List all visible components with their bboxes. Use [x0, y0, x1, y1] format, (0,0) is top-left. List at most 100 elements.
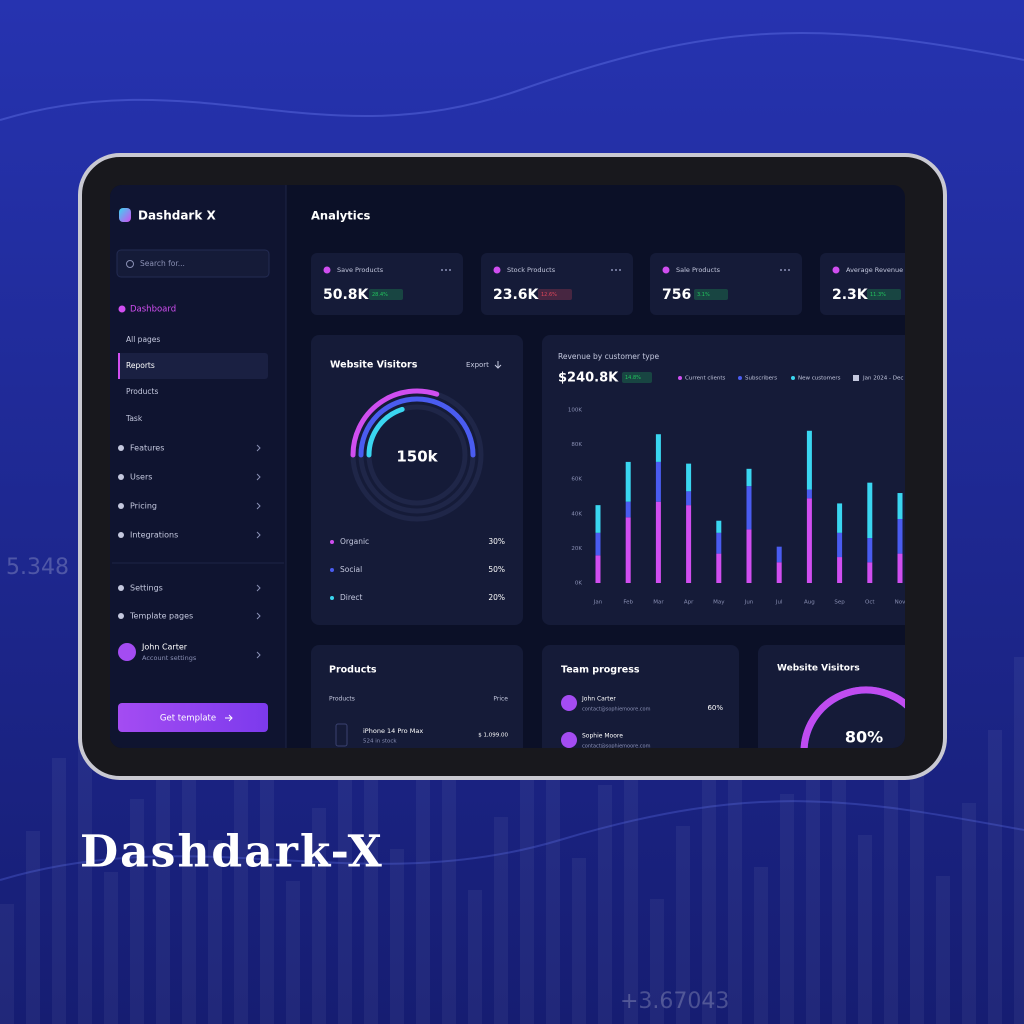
bg-bar — [884, 762, 898, 1024]
bg-bar — [936, 876, 950, 1024]
avatar — [561, 732, 577, 748]
nav-icon — [118, 532, 124, 538]
card — [758, 645, 905, 748]
search-icon — [126, 260, 134, 268]
card-title: Website Visitors — [330, 360, 418, 371]
bg-bar — [52, 758, 66, 1024]
bg-bar — [234, 767, 248, 1024]
bar-segment — [867, 562, 873, 583]
chevron — [256, 651, 261, 659]
stat-icon — [323, 266, 331, 274]
bg-bar — [806, 721, 820, 1024]
legend-dot — [330, 596, 334, 600]
legend-dot — [678, 376, 682, 380]
x-tick-label: Sep — [834, 600, 845, 606]
card-title: Products — [329, 665, 377, 676]
bg-bar — [988, 730, 1002, 1024]
bg-bar — [468, 890, 482, 1024]
column-header: Products — [329, 696, 355, 703]
cta-label[interactable]: Get template — [160, 714, 216, 724]
nav-item[interactable]: Settings — [130, 584, 163, 593]
x-tick-label: Aug — [804, 600, 815, 606]
bar-segment — [746, 468, 752, 487]
bar-segment — [686, 491, 692, 506]
legend-dot — [738, 376, 742, 380]
nav-subitem[interactable]: All pages — [126, 335, 160, 344]
x-tick-label: Jun — [744, 600, 754, 606]
card-title: Revenue by customer type — [558, 352, 659, 361]
stat-label: Average Revenue — [846, 266, 903, 274]
nav-item[interactable]: Dashboard — [130, 305, 176, 315]
nav-subitem[interactable]: Task — [125, 414, 143, 423]
bar-segment — [746, 486, 752, 530]
stat-icon — [662, 266, 670, 274]
chevron — [256, 502, 261, 510]
nav-icon — [118, 474, 124, 480]
cta-button[interactable] — [118, 703, 268, 732]
gauge-label: 80% — [845, 728, 883, 747]
card-title: Website Visitors — [777, 664, 860, 674]
bar-segment — [625, 501, 631, 518]
nav-subitem[interactable]: Products — [126, 387, 158, 396]
search-placeholder: Search for... — [140, 259, 185, 268]
nav-item[interactable]: Template pages — [129, 612, 193, 621]
x-tick-label: Feb — [623, 600, 633, 606]
bg-bar — [338, 735, 352, 1024]
bar-segment — [837, 557, 843, 583]
bar-segment — [746, 529, 752, 583]
nav-icon — [118, 613, 124, 619]
bg-bar — [156, 726, 170, 1024]
badge — [622, 372, 652, 383]
bg-bar — [624, 712, 638, 1024]
avatar — [118, 643, 136, 661]
export-button[interactable]: Export — [466, 361, 489, 369]
bg-bar — [650, 899, 664, 1024]
card-title: Team progress — [561, 665, 640, 676]
x-tick-label: Jul — [775, 600, 783, 606]
nav-item[interactable]: Users — [130, 473, 152, 482]
nav-icon — [118, 305, 126, 313]
bar-segment — [716, 553, 722, 583]
bg-bar — [572, 858, 586, 1024]
screen: Dashdark X Search for... Dashboard All page… — [110, 185, 920, 748]
bg-bar — [598, 785, 612, 1024]
stat-badge — [369, 289, 403, 300]
stat-badge — [694, 289, 728, 300]
logo — [119, 208, 131, 222]
more-dot — [619, 269, 621, 271]
bar-segment — [806, 489, 812, 499]
nav-subitem[interactable]: Reports — [126, 361, 155, 370]
x-tick-label: May — [713, 600, 725, 606]
y-tick-label: 100K — [568, 408, 582, 414]
x-tick-label: Nov — [895, 600, 906, 606]
member-name: John Carter — [581, 696, 616, 703]
y-tick-label: 80K — [571, 442, 582, 448]
date-range: Jan 2024 - Dec 2024 — [862, 376, 920, 382]
bar-segment — [625, 517, 631, 583]
bar-segment — [716, 532, 722, 554]
nav-item[interactable]: Pricing — [130, 502, 157, 511]
stat-change: 11.3% — [870, 292, 886, 298]
export-icon — [494, 361, 502, 369]
bg-bar — [754, 867, 768, 1024]
bar-segment — [867, 482, 873, 539]
bar-segment — [837, 503, 843, 533]
bg-line — [0, 800, 1024, 881]
stat-card — [820, 253, 905, 315]
legend-value: 20% — [488, 593, 505, 602]
donut-center: 150k — [396, 448, 438, 466]
nav-item[interactable]: Features — [130, 444, 164, 453]
bg-bar — [0, 904, 14, 1024]
bg-bar — [520, 744, 534, 1024]
nav-item[interactable]: Integrations — [130, 531, 178, 540]
bar-segment — [897, 553, 903, 583]
search-box[interactable] — [116, 249, 270, 278]
legend-label: Subscribers — [745, 376, 777, 382]
legend-dot — [330, 568, 334, 572]
stat-value: 756 — [662, 287, 691, 303]
chevron — [256, 584, 261, 592]
stat-icon — [832, 266, 840, 274]
bar-segment — [806, 498, 812, 583]
donut-arc — [350, 388, 440, 458]
donut-arc — [366, 406, 405, 458]
